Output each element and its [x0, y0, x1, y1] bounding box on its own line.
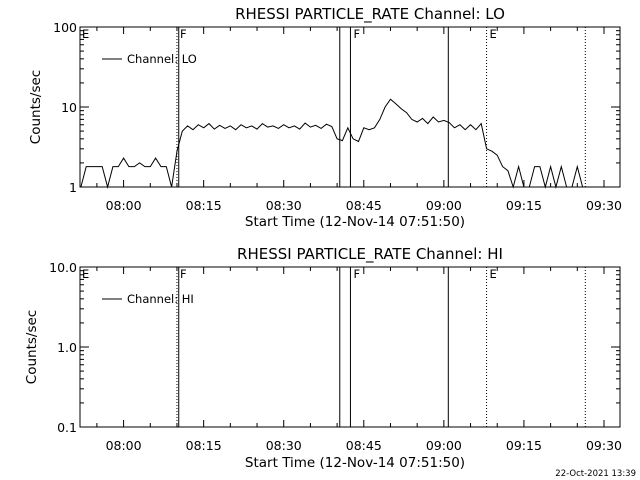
- chart-0-y-axis-label: Counts/sec: [28, 70, 44, 144]
- chart-0-marker-label: F: [353, 27, 360, 41]
- chart-1-xtick-label: 09:00: [426, 438, 462, 453]
- chart-1-ytick-label: 0.1: [57, 420, 77, 435]
- chart-1-title: RHESSI PARTICLE_RATE Channel: HI: [237, 245, 503, 264]
- chart-0-marker-label: F: [180, 27, 187, 41]
- chart-1-x-axis-label: Start Time (12-Nov-14 07:51:50): [245, 455, 465, 471]
- chart-1-ytick-label: 1.0: [57, 340, 77, 355]
- chart-1-edge-label: E: [82, 267, 89, 281]
- chart-1-xtick-label: 08:45: [346, 438, 382, 453]
- chart-0-edge-label: E: [82, 27, 89, 41]
- chart-1-xtick-label: 08:30: [266, 438, 302, 453]
- chart-0-ytick-label: 10: [61, 100, 77, 115]
- chart-1-xtick-label: 08:15: [186, 438, 222, 453]
- chart-0-ytick-label: 1: [69, 180, 77, 195]
- chart-1-ytick-label: 10.0: [49, 260, 77, 275]
- chart-0-xtick-label: 08:00: [106, 198, 142, 213]
- chart-0-title: RHESSI PARTICLE_RATE Channel: LO: [235, 5, 505, 24]
- chart-1-xtick-label: 09:30: [586, 438, 622, 453]
- chart-1-xtick-label: 08:00: [106, 438, 142, 453]
- chart-1-marker-label: E: [490, 267, 497, 281]
- chart-0-legend-label: Channel: LO: [127, 52, 197, 66]
- chart-1-y-axis-label: Counts/sec: [24, 310, 40, 384]
- chart-0-xtick-label: 09:15: [506, 198, 542, 213]
- chart-0-xtick-label: 09:30: [586, 198, 622, 213]
- chart-0-xtick-label: 08:15: [186, 198, 222, 213]
- chart-0-xtick-label: 08:30: [266, 198, 302, 213]
- chart-0-marker-label: E: [490, 27, 497, 41]
- chart-1-marker-label: F: [353, 267, 360, 281]
- chart-0-series-line: [80, 98, 584, 189]
- chart-0-xtick-label: 09:00: [426, 198, 462, 213]
- chart-1-marker-label: F: [180, 267, 187, 281]
- chart-0-xtick-label: 08:45: [346, 198, 382, 213]
- chart-0-ytick-label: 100: [53, 20, 77, 35]
- chart-0-x-axis-label: Start Time (12-Nov-14 07:51:50): [245, 214, 465, 230]
- chart-1-xtick-label: 09:15: [506, 438, 542, 453]
- footer-date: 22-Oct-2021 13:39: [555, 469, 636, 479]
- chart-1-legend-label: Channel: HI: [127, 292, 194, 306]
